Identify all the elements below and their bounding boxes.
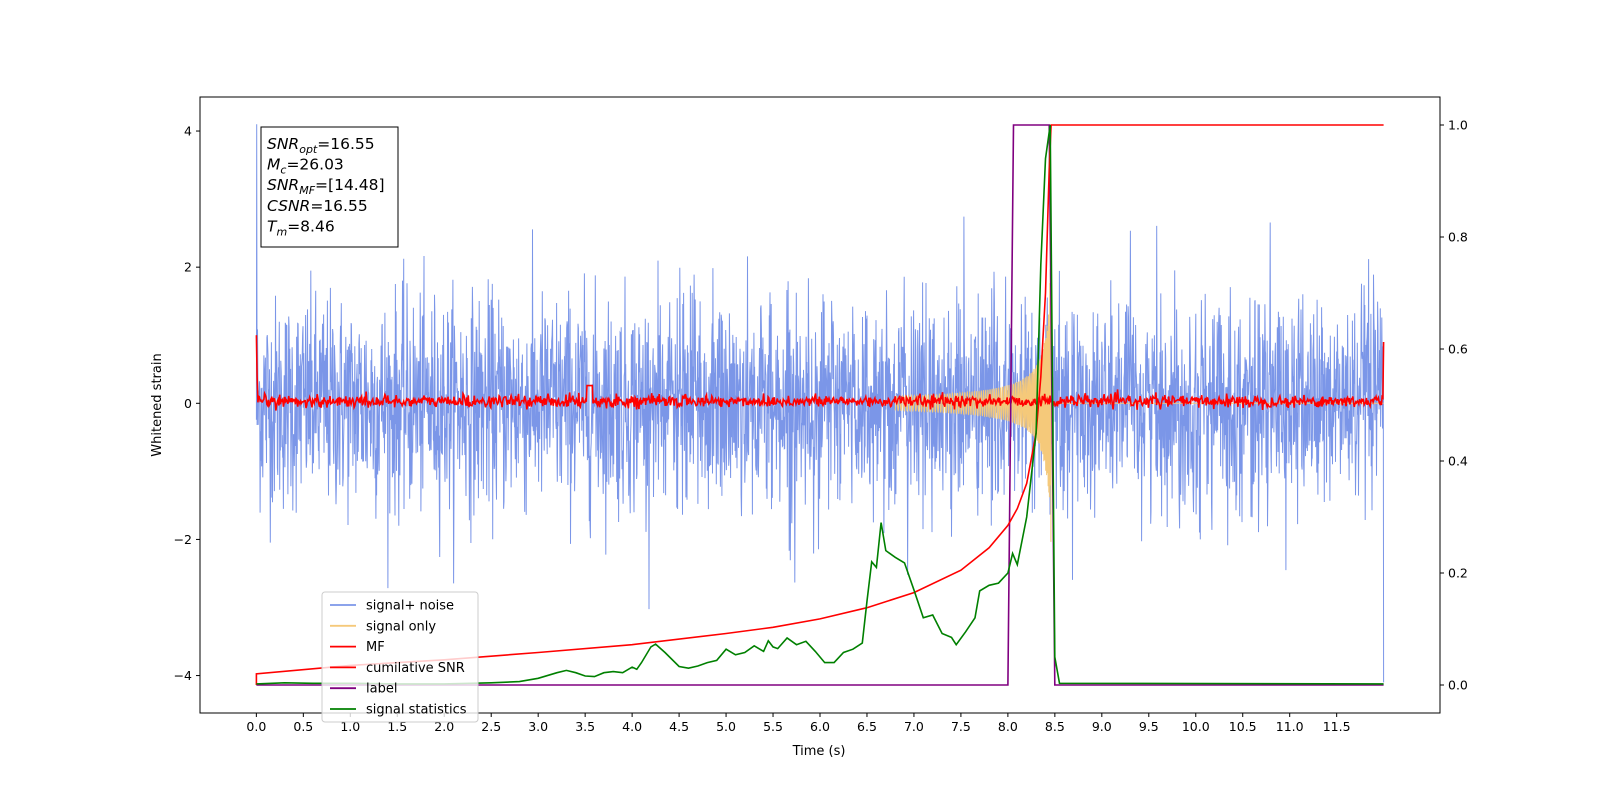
- annotation-line: Tm=8.46: [267, 217, 335, 238]
- x-tick-label: 4.5: [669, 719, 689, 734]
- x-tick-label: 1.0: [340, 719, 360, 734]
- y-right-tick-label: 1.0: [1448, 118, 1468, 133]
- series-layer: [255, 124, 1385, 686]
- x-tick-label: 6.5: [857, 719, 877, 734]
- x-tick-label: 9.5: [1139, 719, 1159, 734]
- y-axis-left: 4 2 0 −2 −4: [174, 124, 200, 683]
- x-tick-label: 5.5: [763, 719, 783, 734]
- x-tick-label: 9.0: [1092, 719, 1112, 734]
- x-tick-label: 2.0: [434, 719, 454, 734]
- series-signal-statistics: [256, 124, 1384, 685]
- x-tick-label: 6.0: [810, 719, 830, 734]
- y-right-tick-label: 0.8: [1448, 230, 1468, 245]
- y-left-tick-label: −2: [174, 532, 192, 547]
- y-right-tick-label: 0.6: [1448, 342, 1468, 357]
- legend-label: MF: [366, 640, 385, 655]
- x-tick-label: 8.0: [998, 719, 1018, 734]
- series-signal-noise: [255, 124, 1385, 683]
- legend-label: cumilative SNR: [366, 661, 465, 676]
- x-tick-label: 0.5: [293, 719, 313, 734]
- x-axis-label: Time (s): [792, 744, 846, 759]
- y-axis-label: Whitened strain: [150, 353, 165, 456]
- legend-label: signal statistics: [366, 703, 467, 718]
- annotation-line: SNRopt=16.55: [267, 135, 375, 156]
- x-tick-label: 11.0: [1276, 719, 1304, 734]
- x-tick-label: 0.0: [246, 719, 266, 734]
- x-tick-label: 4.0: [622, 719, 642, 734]
- series-signal-only: [894, 262, 1384, 542]
- annotation-line: SNRMF=[14.48]: [267, 176, 385, 197]
- x-tick-label: 8.5: [1045, 719, 1065, 734]
- y-left-tick-label: −4: [174, 668, 192, 683]
- y-axis-right: 1.0 0.8 0.6 0.4 0.2 0.0: [1440, 118, 1468, 693]
- y-left-tick-label: 2: [184, 260, 192, 275]
- y-right-tick-label: 0.0: [1448, 678, 1468, 693]
- metrics-annotation: SNRopt=16.55Mc=26.03SNRMF=[14.48]CSNR=16…: [260, 126, 399, 248]
- legend-label: signal only: [366, 619, 436, 634]
- y-right-tick-label: 0.4: [1448, 454, 1468, 469]
- x-tick-label: 3.5: [575, 719, 595, 734]
- series-cumulative-snr: [255, 124, 1384, 685]
- x-tick-label: 2.5: [481, 719, 501, 734]
- x-tick-label: 10.5: [1229, 719, 1257, 734]
- legend-label: signal+ noise: [366, 599, 454, 614]
- legend-label: label: [366, 682, 397, 697]
- y-left-tick-label: 0: [184, 396, 192, 411]
- x-tick-label: 3.0: [528, 719, 548, 734]
- x-tick-label: 11.5: [1323, 719, 1351, 734]
- x-tick-label: 5.0: [716, 719, 736, 734]
- y-right-tick-label: 0.2: [1448, 566, 1468, 581]
- series-mf: [255, 335, 1385, 411]
- x-tick-label: 1.5: [387, 719, 407, 734]
- annotation-line: Mc=26.03: [267, 156, 344, 177]
- legend-frame: [321, 591, 479, 723]
- x-tick-label: 10.0: [1182, 719, 1210, 734]
- x-tick-label: 7.5: [951, 719, 971, 734]
- y-left-tick-label: 4: [184, 124, 192, 139]
- x-tick-label: 7.0: [904, 719, 924, 734]
- annotation-line: CSNR=16.55: [267, 197, 368, 215]
- x-axis: 0.0 0.5 1.0 1.5 2.0 2.5 3.0 3.5 4.0 4.5 5.0 5.5 6.0 6…: [246, 713, 1351, 734]
- legend: signal+ noise signal only MF cumilative SNR…: [321, 591, 479, 723]
- series-label: [256, 124, 1384, 686]
- annotation-frame: [260, 126, 399, 248]
